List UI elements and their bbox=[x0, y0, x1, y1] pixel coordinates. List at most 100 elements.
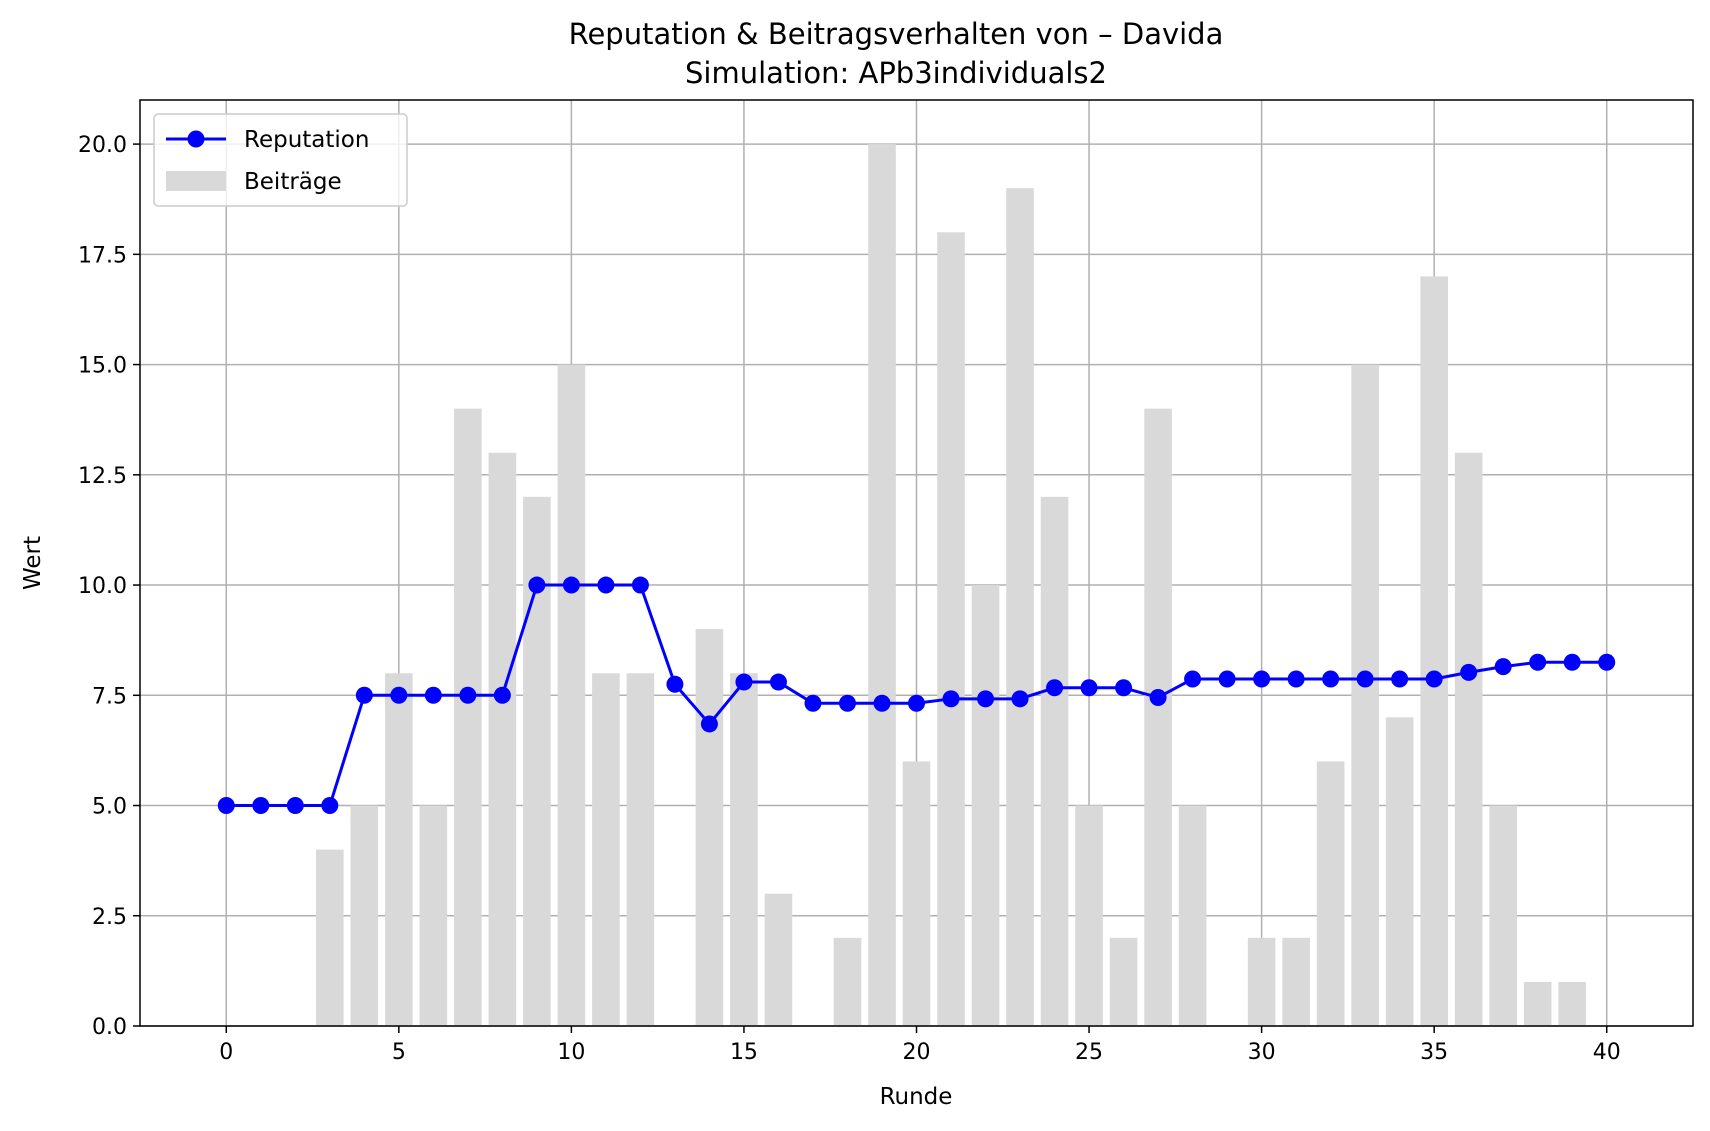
reputation-point bbox=[1563, 653, 1581, 671]
beitraege-bar bbox=[730, 673, 758, 1026]
x-tick-label: 5 bbox=[392, 1040, 406, 1065]
beitraege-bar bbox=[1316, 761, 1345, 1026]
reputation-point bbox=[390, 686, 408, 704]
reputation-point bbox=[631, 576, 649, 594]
reputation-point bbox=[286, 797, 304, 815]
y-tick-label: 2.5 bbox=[92, 905, 127, 930]
reputation-point bbox=[1115, 679, 1133, 697]
beitraege-bar bbox=[971, 585, 1000, 1026]
reputation-point bbox=[1011, 690, 1029, 708]
reputation-point bbox=[1253, 670, 1271, 688]
beitraege-bar bbox=[1040, 496, 1069, 1026]
reputation-point bbox=[217, 797, 235, 815]
beitraege-bar bbox=[868, 144, 896, 1027]
beitraege-bar bbox=[419, 805, 448, 1026]
y-tick-label: 15.0 bbox=[78, 354, 127, 379]
reputation-point bbox=[1391, 670, 1409, 688]
beitraege-bar bbox=[764, 893, 793, 1026]
x-tick-label: 40 bbox=[1593, 1040, 1621, 1065]
beitraege-bar bbox=[1420, 276, 1448, 1026]
reputation-point bbox=[1529, 653, 1547, 671]
beitraege-bar bbox=[902, 761, 931, 1026]
beitraege-bar bbox=[316, 849, 344, 1026]
x-tick-label: 10 bbox=[557, 1040, 585, 1065]
beitraege-bar bbox=[1109, 937, 1138, 1026]
reputation-point bbox=[838, 694, 856, 712]
beitraege-bar bbox=[385, 673, 413, 1026]
reputation-point bbox=[1598, 653, 1616, 671]
beitraege-bar bbox=[626, 673, 655, 1026]
x-tick-label: 0 bbox=[219, 1040, 233, 1065]
beitraege-bar bbox=[454, 408, 482, 1027]
y-tick-label: 20.0 bbox=[78, 133, 127, 158]
reputation-point bbox=[735, 673, 753, 691]
beitraege-bar bbox=[523, 496, 551, 1026]
legend: Reputation Beiträge bbox=[153, 113, 408, 207]
y-tick-label: 17.5 bbox=[78, 243, 127, 268]
beitraege-bar bbox=[1523, 981, 1552, 1026]
x-tick-label: 20 bbox=[903, 1040, 931, 1065]
beitraege-bar bbox=[488, 452, 517, 1026]
beitraege-bar bbox=[833, 937, 862, 1026]
beitraege-bar bbox=[1351, 364, 1379, 1027]
chart-subtitle: Simulation: APb3individuals2 bbox=[685, 56, 1107, 90]
y-tick-label: 5.0 bbox=[92, 795, 127, 820]
reputation-point bbox=[666, 675, 684, 693]
y-tick-label: 12.5 bbox=[78, 464, 127, 489]
legend-beitraege-swatch bbox=[166, 171, 226, 191]
legend-beitraege-label: Beiträge bbox=[244, 169, 342, 195]
reputation-point bbox=[459, 686, 477, 704]
reputation-point bbox=[252, 797, 270, 815]
y-tick-label: 0.0 bbox=[92, 1015, 127, 1040]
reputation-point bbox=[873, 694, 891, 712]
reputation-point bbox=[942, 690, 960, 708]
reputation-point bbox=[1218, 670, 1236, 688]
reputation-point bbox=[424, 686, 442, 704]
reputation-point bbox=[528, 576, 546, 594]
y-tick-label: 10.0 bbox=[78, 574, 127, 599]
x-tick-label: 30 bbox=[1248, 1040, 1276, 1065]
beitraege-bar bbox=[1454, 452, 1483, 1026]
beitraege-bar bbox=[1558, 981, 1587, 1026]
reputation-point bbox=[1046, 679, 1064, 697]
bars bbox=[316, 144, 1587, 1027]
y-tick-label: 7.5 bbox=[92, 684, 127, 709]
reputation-point bbox=[562, 576, 580, 594]
reputation-point bbox=[1287, 670, 1305, 688]
beitraege-bar bbox=[592, 673, 620, 1026]
beitraege-bar bbox=[1385, 717, 1414, 1026]
reputation-series bbox=[217, 576, 1616, 815]
chart-title: Reputation & Beitragsverhalten von – Dav… bbox=[569, 17, 1224, 51]
x-tick-label: 35 bbox=[1420, 1040, 1448, 1065]
reputation-point bbox=[493, 686, 511, 704]
beitraege-bar bbox=[1075, 805, 1103, 1026]
beitraege-bar bbox=[1282, 937, 1310, 1026]
beitraege-bar bbox=[557, 364, 586, 1027]
y-axis-label: Wert bbox=[20, 536, 46, 590]
beitraege-bar bbox=[1247, 937, 1276, 1026]
beitraege-bar bbox=[1489, 805, 1517, 1026]
reputation-point bbox=[1149, 688, 1167, 706]
beitraege-bar bbox=[937, 232, 965, 1027]
reputation-point bbox=[1184, 670, 1202, 688]
reputation-point bbox=[1425, 670, 1443, 688]
reputation-point bbox=[1080, 679, 1098, 697]
reputation-point bbox=[597, 576, 615, 594]
legend-reputation-label: Reputation bbox=[244, 127, 369, 153]
x-tick-label: 25 bbox=[1075, 1040, 1103, 1065]
beitraege-bar bbox=[1006, 188, 1034, 1026]
reputation-point bbox=[700, 715, 718, 733]
beitraege-bar bbox=[1144, 408, 1172, 1027]
reputation-point bbox=[1460, 663, 1478, 681]
reputation-point bbox=[908, 694, 925, 712]
x-axis-label: Runde bbox=[880, 1084, 953, 1110]
x-tick-label: 15 bbox=[730, 1040, 758, 1065]
plot-frame bbox=[139, 99, 1694, 1027]
reputation-point bbox=[804, 694, 822, 712]
beitraege-bar bbox=[350, 805, 379, 1026]
reputation-point bbox=[977, 690, 995, 708]
reputation-point bbox=[1322, 670, 1340, 688]
reputation-point bbox=[355, 686, 373, 704]
beitraege-bar bbox=[1178, 805, 1207, 1026]
